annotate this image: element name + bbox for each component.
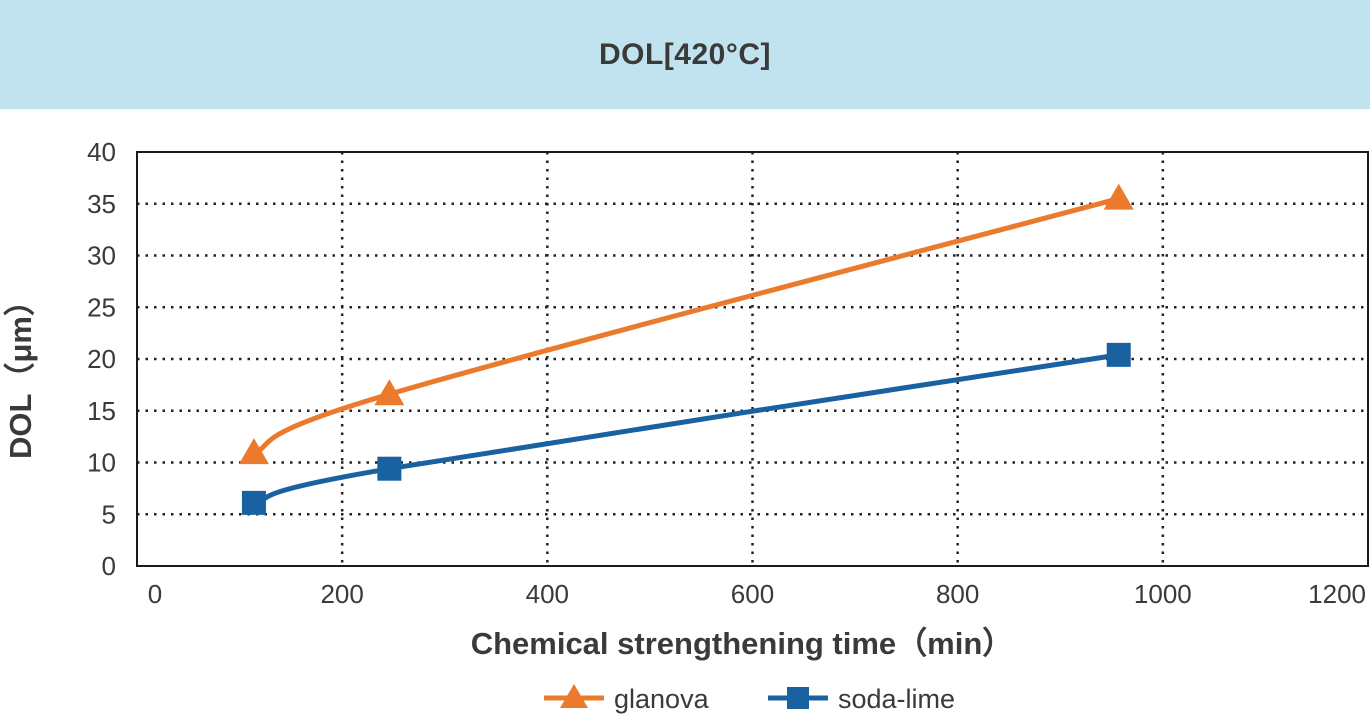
data-point-soda-lime xyxy=(1106,342,1131,367)
y-tick-label: 0 xyxy=(102,551,116,581)
y-tick-label: 40 xyxy=(87,137,116,167)
y-tick-label: 25 xyxy=(87,292,116,322)
data-point-soda-lime xyxy=(377,456,402,481)
y-tick-label: 5 xyxy=(102,499,116,529)
legend-label-soda-lime: soda-lime xyxy=(838,684,955,714)
x-tick-label: 200 xyxy=(320,579,363,609)
legend-triangle-marker-icon xyxy=(560,684,588,708)
series-line-glanova xyxy=(251,196,1122,456)
chart-title: DOL[420°C] xyxy=(598,37,772,71)
x-tick-label: 1000 xyxy=(1134,579,1192,609)
legend: glanova soda-lime xyxy=(544,684,955,714)
y-axis-title: DOL（μm） xyxy=(3,285,38,459)
y-tick-label: 20 xyxy=(87,344,116,374)
series-layer xyxy=(238,183,1134,515)
data-point-glanova xyxy=(238,438,269,465)
series-line-soda-lime xyxy=(251,352,1122,506)
legend-square-marker-icon xyxy=(787,687,809,709)
x-tick-label: 600 xyxy=(731,579,774,609)
y-axis-ticks: 0 5 10 15 20 25 30 35 40 xyxy=(87,137,116,581)
grid-lines xyxy=(137,152,1368,566)
x-axis-ticks: 0 200 400 600 800 1000 1200 xyxy=(148,579,1366,609)
y-tick-label: 15 xyxy=(87,396,116,426)
y-tick-label: 30 xyxy=(87,241,116,271)
x-axis-title: Chemical strengthening time（min） xyxy=(471,626,1014,661)
data-point-soda-lime xyxy=(241,490,266,515)
legend-item-glanova: glanova xyxy=(544,684,710,714)
x-tick-label: 1200 xyxy=(1308,579,1366,609)
data-point-glanova xyxy=(1103,183,1134,210)
chart-title-banner: DOL[420°C] xyxy=(0,0,1370,109)
y-tick-label: 10 xyxy=(87,448,116,478)
legend-item-soda-lime: soda-lime xyxy=(768,684,955,714)
x-tick-label: 400 xyxy=(526,579,569,609)
legend-label-glanova: glanova xyxy=(614,684,710,714)
y-tick-label: 35 xyxy=(87,189,116,219)
x-tick-label: 0 xyxy=(148,579,162,609)
x-tick-label: 800 xyxy=(936,579,979,609)
data-point-glanova xyxy=(374,379,405,406)
plot-area-frame xyxy=(136,151,1369,567)
